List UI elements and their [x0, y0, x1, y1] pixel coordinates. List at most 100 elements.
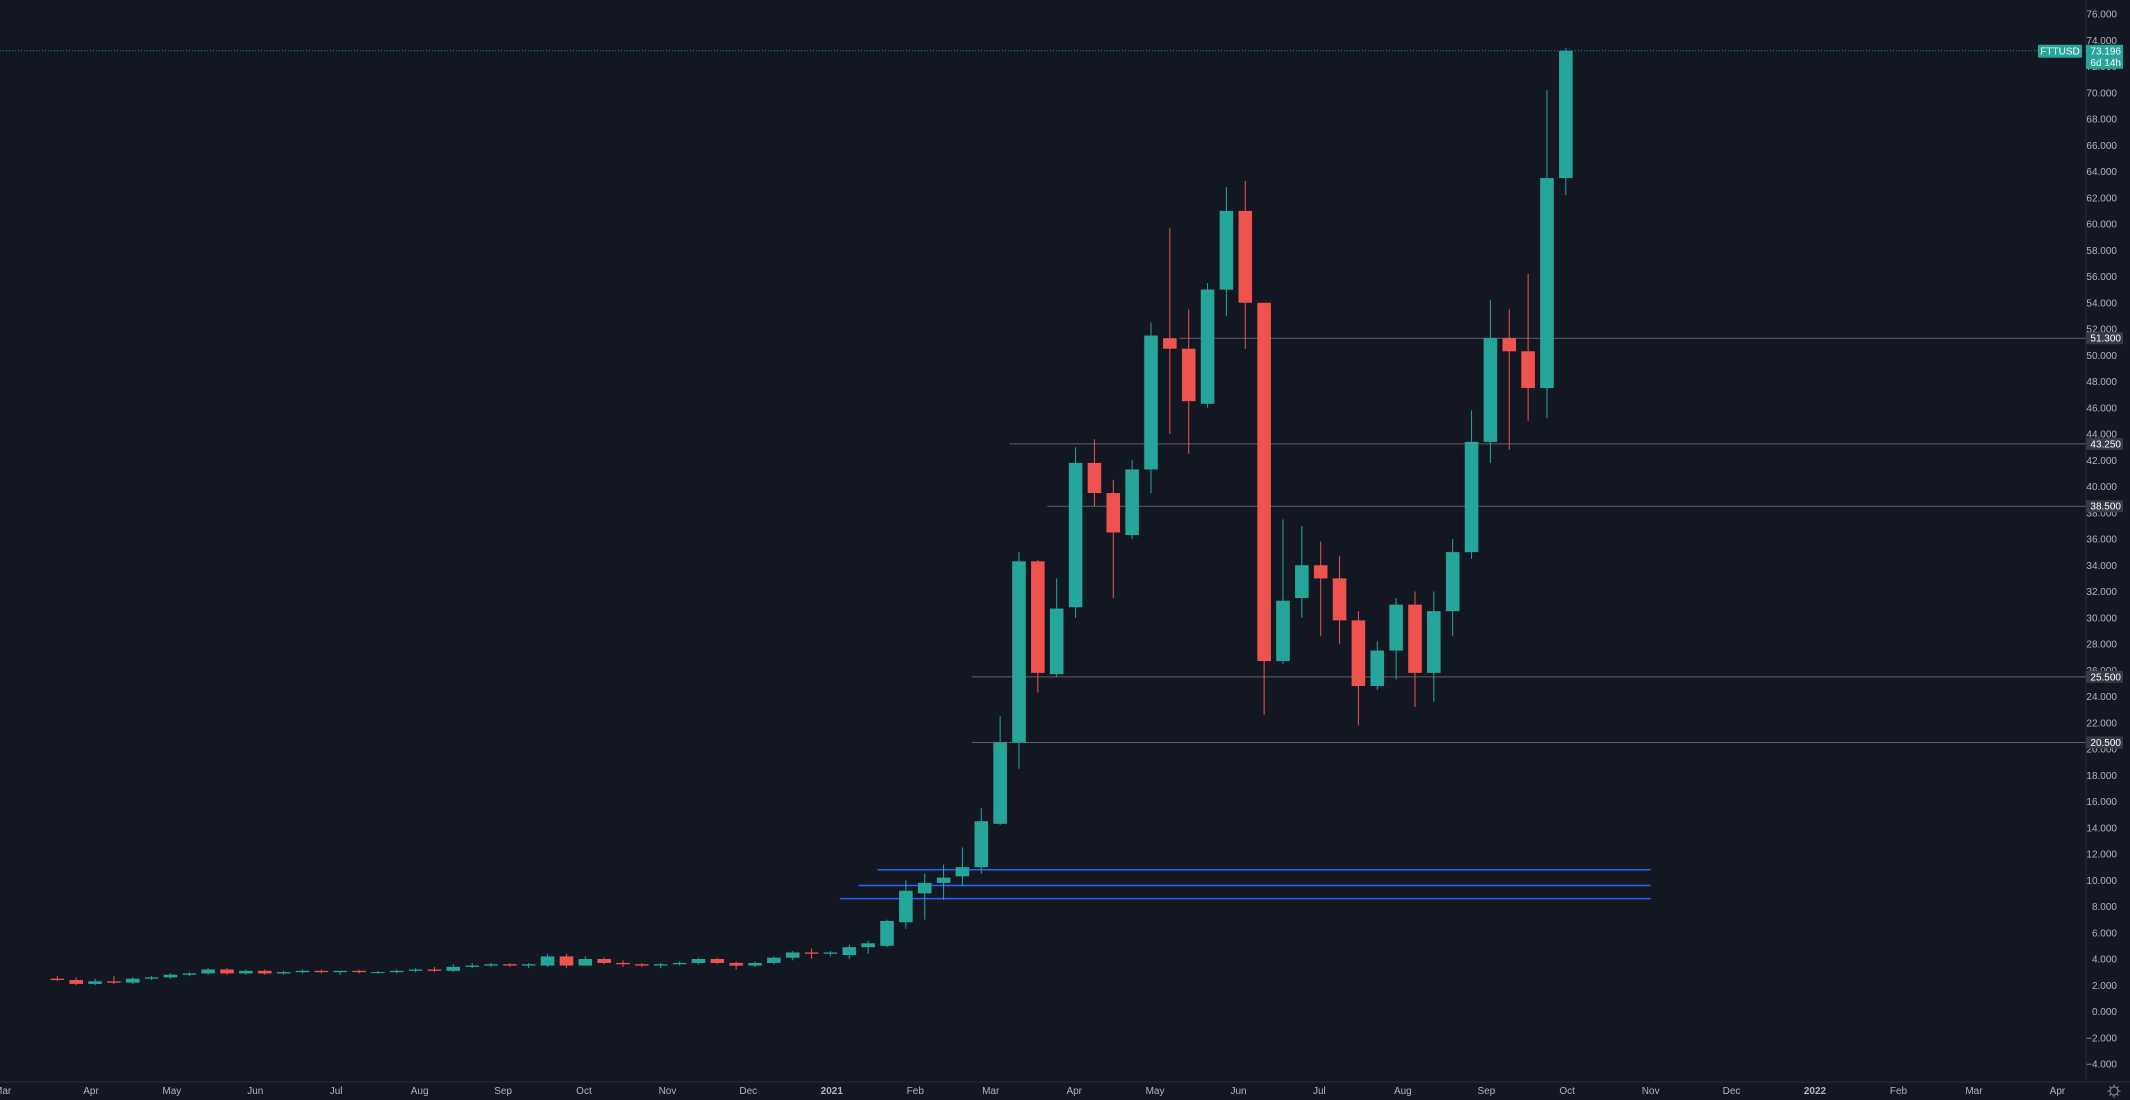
candle-body	[1087, 462, 1102, 494]
candle-up	[1389, 598, 1403, 680]
candle-body	[899, 890, 913, 923]
candle-body	[1427, 611, 1441, 673]
level-price-tag: 51.300	[2086, 332, 2123, 345]
candle-up	[371, 970, 385, 974]
price-tick-label: 28.000	[2086, 640, 2117, 651]
price-tick-label: 44.000	[2086, 430, 2117, 441]
candle-down	[597, 957, 611, 965]
candle-body	[917, 882, 932, 894]
candle-body	[1408, 604, 1422, 673]
level-price-tag-bg	[2086, 670, 2123, 683]
price-tick-label: 58.000	[2086, 246, 2117, 257]
time-tick-label: Oct	[576, 1086, 592, 1097]
candle-body	[1502, 338, 1517, 352]
price-tick-label: 14.000	[2086, 823, 2117, 834]
candle-body	[1483, 338, 1498, 442]
price-tick-label: 38.000	[2086, 508, 2117, 519]
gear-icon-tooth	[2116, 1093, 2120, 1097]
time-tick-label: Apr	[1066, 1086, 1082, 1097]
candle-body	[1257, 302, 1271, 662]
candle-up	[163, 973, 178, 979]
time-tick-label: Mar	[0, 1086, 12, 1097]
candle-body	[559, 956, 574, 966]
candle-body	[974, 821, 989, 868]
candle-up	[465, 962, 479, 969]
price-tick-label: 48.000	[2086, 377, 2117, 388]
price-tick-label: 12.000	[2086, 850, 2117, 861]
level-price-tag-label: 38.500	[2090, 502, 2121, 513]
candle-up	[1012, 552, 1026, 769]
candle-up	[1427, 591, 1441, 702]
level-price-tag-bg	[2086, 500, 2123, 513]
candle-down	[107, 976, 121, 984]
candle-down	[1257, 302, 1271, 715]
candle-down	[1313, 541, 1328, 637]
candle-up	[578, 956, 593, 966]
time-tick-label: Jul	[330, 1086, 343, 1097]
candle-body	[1464, 441, 1479, 553]
price-tick-label: −4.000	[2086, 1060, 2117, 1071]
candle-up	[653, 962, 668, 969]
candle-up	[144, 976, 159, 980]
candle-up	[993, 716, 1007, 826]
candle-down	[616, 960, 630, 967]
candle-body	[521, 964, 536, 966]
candle-body	[1351, 620, 1366, 686]
candle-up	[1200, 283, 1215, 408]
price-tick-label: 20.000	[2086, 745, 2117, 756]
candle-down	[1031, 560, 1045, 693]
candle-up	[484, 962, 498, 967]
time-tick-label: May	[1146, 1086, 1165, 1097]
candle-up	[1068, 447, 1083, 618]
price-tick-label: 66.000	[2086, 141, 2117, 152]
candle-body	[842, 947, 857, 956]
candle-up	[861, 940, 875, 954]
candle-body	[125, 978, 140, 983]
candle-body	[785, 952, 800, 958]
level-price-tag-label: 25.500	[2090, 672, 2121, 683]
candle-up	[521, 962, 536, 969]
candle-body	[1559, 50, 1573, 179]
price-tick-label: 10.000	[2086, 876, 2117, 887]
price-tick-label: −2.000	[2086, 1033, 2117, 1044]
price-tags: 51.300 43.250 38.500 25.500 20.500 FTTUSD 73.1…	[2038, 44, 2123, 749]
candle-up	[1219, 187, 1234, 316]
settings-icon[interactable]	[2107, 1084, 2121, 1098]
candle-up	[899, 880, 913, 929]
gear-icon-tooth	[2108, 1085, 2112, 1089]
price-tick-label: 34.000	[2086, 561, 2117, 572]
candle-down	[427, 966, 442, 973]
candle-up	[1295, 525, 1309, 618]
time-tick-label: Oct	[1559, 1086, 1575, 1097]
candle-up	[88, 978, 102, 986]
time-tick-label: Mar	[982, 1086, 1000, 1097]
level-price-tag: 43.250	[2086, 437, 2123, 450]
price-axis[interactable]: 76.00074.00072.00070.00068.00066.00064.0…	[2085, 0, 2117, 1082]
symbol-tag: FTTUSD	[2038, 44, 2082, 58]
price-tick-label: 42.000	[2086, 456, 2117, 467]
candle-body	[1200, 289, 1215, 404]
candle-body	[1049, 608, 1064, 675]
price-tick-label: 54.000	[2086, 298, 2117, 309]
candle-up	[767, 956, 781, 965]
candle-up	[691, 957, 706, 965]
candle-body	[540, 956, 555, 966]
candle-body	[1445, 552, 1460, 612]
candle-body	[276, 972, 291, 974]
time-axis[interactable]: Apr May Jun Jul Aug Sep Oct Nov Dec 2021 Feb Mar Apr…	[0, 1081, 2130, 1097]
candle-down	[1332, 556, 1347, 644]
symbol-tag-label: FTTUSD	[2040, 46, 2079, 57]
candle-body	[1219, 210, 1234, 290]
time-tick-label: Aug	[1394, 1086, 1412, 1097]
candle-up	[295, 969, 310, 974]
candle-up	[201, 968, 215, 975]
time-tick-label: Jun	[247, 1086, 263, 1097]
time-tick-label: Dec	[739, 1086, 757, 1097]
price-tick-label: 60.000	[2086, 220, 2117, 231]
time-tick-label: Jun	[1230, 1086, 1246, 1097]
candle-up	[936, 864, 951, 900]
gear-icon-tooth	[2116, 1085, 2120, 1089]
candle-body	[371, 972, 385, 974]
